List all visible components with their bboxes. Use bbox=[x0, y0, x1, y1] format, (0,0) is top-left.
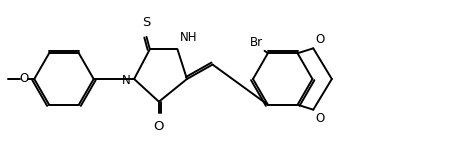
Text: S: S bbox=[143, 16, 151, 30]
Text: O: O bbox=[20, 73, 29, 85]
Text: O: O bbox=[315, 33, 324, 46]
Text: O: O bbox=[315, 112, 324, 125]
Text: N: N bbox=[122, 74, 131, 87]
Text: Br: Br bbox=[250, 36, 263, 49]
Text: NH: NH bbox=[179, 31, 197, 44]
Text: O: O bbox=[153, 120, 164, 133]
